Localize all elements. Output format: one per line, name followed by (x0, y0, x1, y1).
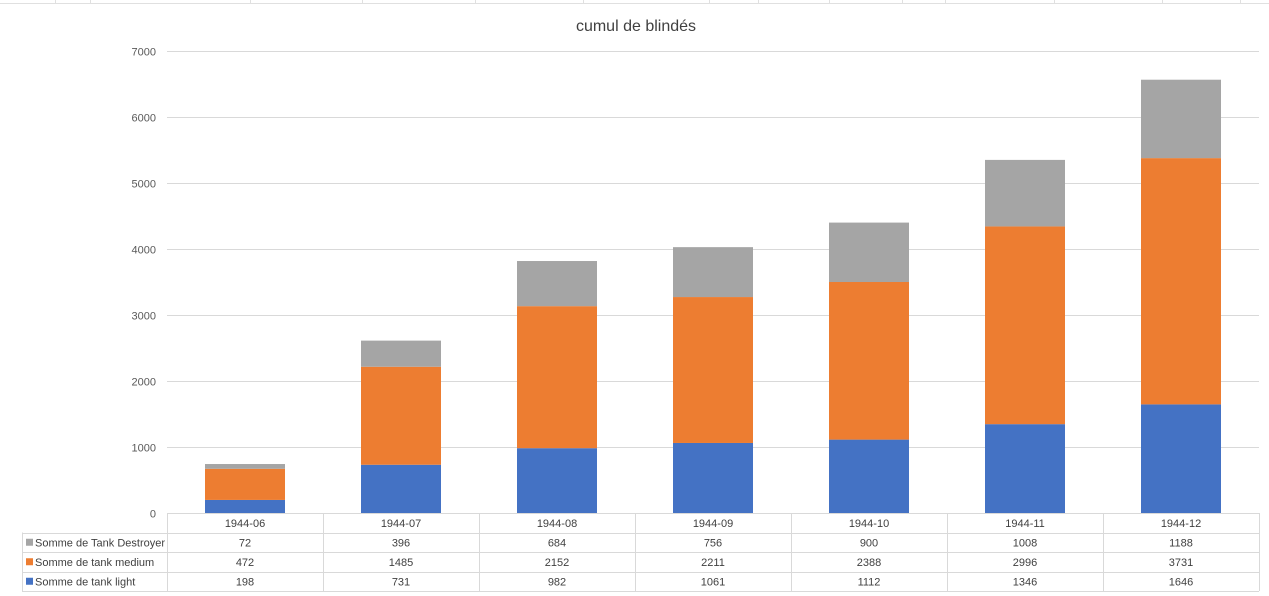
bar-segment (673, 297, 753, 443)
bar-segment (517, 306, 597, 449)
bar-segment (205, 464, 285, 469)
x-tick-label: 1944-11 (1005, 518, 1045, 530)
bar-segment (1141, 158, 1221, 405)
data-table: 1944-06 1944-07 1944-08 1944-09 1944-10 1944-… (22, 513, 1260, 592)
data-label: 1008 (1013, 537, 1037, 549)
y-tick-label: 3000 (132, 311, 156, 323)
x-tick-label: 1944-06 (225, 518, 265, 530)
bar-segment (985, 424, 1065, 513)
data-label: 1646 (1169, 576, 1193, 588)
bar-segment (985, 226, 1065, 425)
bar-segment (829, 282, 909, 440)
bar-segment (829, 222, 909, 282)
x-tick-label: 1944-12 (1161, 518, 1201, 530)
data-label: 1112 (858, 576, 881, 588)
data-label: 1346 (1013, 576, 1037, 588)
data-label: 2211 (701, 557, 725, 569)
spreadsheet-header-lines (0, 0, 1269, 4)
y-tick-label: 2000 (132, 377, 156, 389)
data-label: 472 (236, 557, 254, 569)
bar-segment (517, 261, 597, 307)
data-label: 2152 (545, 557, 569, 569)
bar-segment (517, 448, 597, 513)
legend-swatch (26, 577, 33, 585)
chart-title: cumul de blindés (576, 18, 696, 35)
data-label: 396 (392, 537, 410, 549)
x-tick-label: 1944-10 (849, 518, 889, 530)
data-label: 982 (548, 576, 566, 588)
data-label: 2388 (857, 557, 881, 569)
data-label: 1061 (701, 576, 725, 588)
bar-segment (205, 468, 285, 500)
y-tick-label: 7000 (132, 47, 156, 59)
bar-segment (985, 159, 1065, 227)
data-label: 684 (548, 537, 566, 549)
legend-swatch (26, 558, 33, 566)
bar-segment (1141, 79, 1221, 159)
legend-entry: Somme de tank light (35, 576, 135, 588)
data-label: 731 (392, 576, 410, 588)
bar-segment (205, 499, 285, 513)
legend-entry: Somme de tank medium (35, 557, 154, 569)
data-label: 2996 (1013, 557, 1037, 569)
x-tick-label: 1944-09 (693, 518, 733, 530)
y-tick-label: 0 (150, 509, 156, 521)
bar-segment (361, 464, 441, 513)
bar-segment (829, 439, 909, 513)
x-tick-label: 1944-07 (381, 518, 421, 530)
bar-segment (673, 247, 753, 298)
bar-segment (1141, 404, 1221, 513)
y-axis-tick-labels: 0 1000 2000 3000 4000 5000 6000 7000 (132, 47, 156, 521)
y-tick-label: 5000 (132, 179, 156, 191)
x-tick-label: 1944-08 (537, 518, 577, 530)
bar-segment (361, 340, 441, 367)
y-tick-label: 1000 (132, 443, 156, 455)
data-label: 900 (860, 537, 878, 549)
legend-entry: Somme de Tank Destroyer (35, 537, 165, 549)
data-label: 1485 (389, 557, 413, 569)
data-label: 3731 (1169, 557, 1193, 569)
legend-swatch (26, 538, 33, 546)
data-label: 756 (704, 537, 722, 549)
data-label: 1188 (1169, 537, 1193, 549)
bar-segment (361, 366, 441, 465)
y-tick-label: 4000 (132, 245, 156, 257)
y-tick-label: 6000 (132, 113, 156, 125)
data-label: 72 (239, 537, 251, 549)
data-label: 198 (236, 576, 254, 588)
bars (205, 79, 1221, 513)
bar-segment (673, 442, 753, 513)
